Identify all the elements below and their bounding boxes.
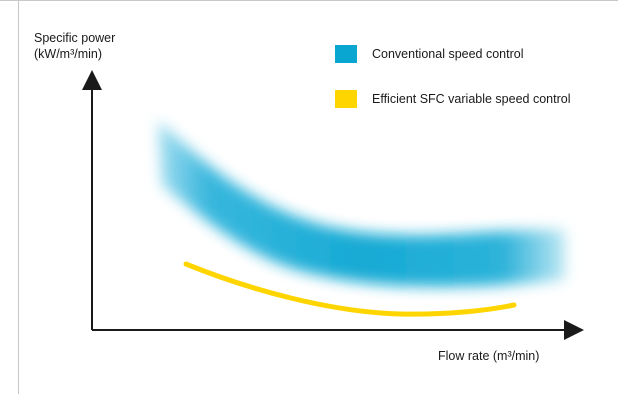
frame-border-left <box>18 0 19 394</box>
x-axis-label: Flow rate (m³/min) <box>438 349 539 363</box>
legend-swatch-conventional <box>335 45 357 63</box>
legend: Conventional speed control Efficient SFC… <box>335 45 570 108</box>
frame-border-top <box>0 0 618 1</box>
y-axis-label-line1: Specific power <box>34 31 115 45</box>
series-conventional-band <box>158 120 565 287</box>
series-sfc-line <box>183 261 517 317</box>
legend-label-conventional: Conventional speed control <box>372 47 524 61</box>
y-axis-label-line2: (kW/m³/min) <box>34 47 102 61</box>
legend-swatch-sfc <box>335 90 357 108</box>
legend-label-sfc: Efficient SFC variable speed control <box>372 92 570 106</box>
